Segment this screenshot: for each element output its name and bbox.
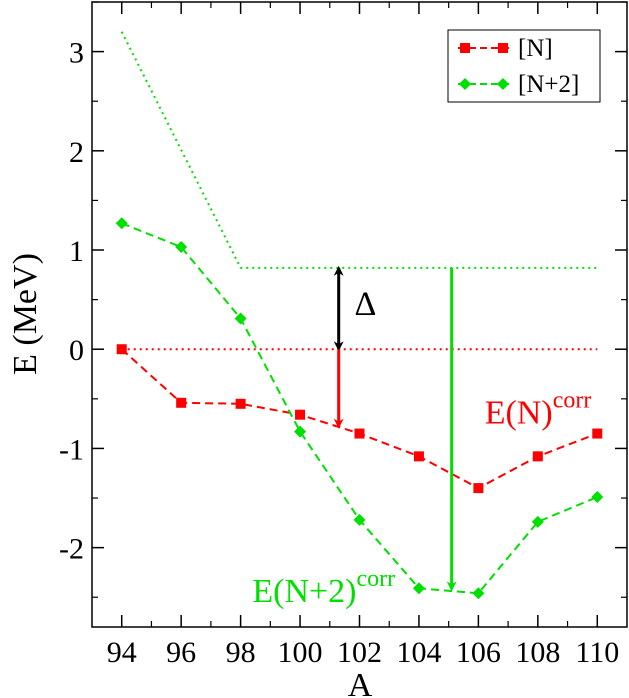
y-tick-label: -2	[59, 533, 84, 566]
x-tick-label: 94	[107, 636, 137, 669]
x-tick-label: 106	[456, 636, 501, 669]
data-series	[115, 217, 604, 600]
legend: [N] [N+2]	[447, 29, 601, 103]
axis-ticks: 94 96 98 100 102 104 106 108 110 -2 -1 0 1 2 3	[59, 1, 627, 669]
x-tick-label: 108	[515, 636, 560, 669]
annotation-2: E(N+2)corr	[252, 566, 395, 610]
y-axis-label: E (MeV)	[7, 253, 44, 375]
x-tick-label: 100	[278, 636, 323, 669]
legend-box	[447, 29, 601, 103]
data-point	[473, 483, 484, 494]
legend-label-N: [N]	[518, 35, 553, 62]
data-point	[531, 515, 544, 528]
reference-line-1	[120, 31, 598, 269]
data-point	[532, 451, 543, 462]
data-point	[175, 241, 188, 254]
annotation-superscript: corr	[553, 388, 592, 414]
data-point	[116, 344, 127, 355]
reference-lines	[120, 31, 598, 351]
data-point	[413, 451, 424, 462]
data-point	[295, 409, 306, 420]
annotation-superscript: corr	[357, 566, 396, 592]
data-point	[176, 397, 187, 408]
annotation-text: Δ	[355, 286, 377, 323]
legend-marker-N-end	[498, 43, 508, 53]
y-tick-label: 3	[69, 37, 84, 70]
data-point	[235, 398, 246, 409]
data-point	[115, 217, 128, 230]
x-tick-label: 102	[337, 636, 382, 669]
y-tick-label: 0	[69, 334, 84, 367]
legend-label-N2: [N+2]	[518, 71, 579, 98]
legend-marker-N	[460, 43, 470, 53]
data-point	[294, 425, 307, 438]
legend-marker-N2-end	[497, 78, 509, 90]
annotation-1: E(N)corr	[485, 388, 592, 432]
data-point	[591, 491, 604, 504]
x-tick-label: 96	[166, 636, 196, 669]
x-tick-label: 104	[396, 636, 441, 669]
legend-marker-N2	[459, 78, 471, 90]
data-point	[412, 582, 425, 595]
data-point	[354, 428, 365, 439]
data-point	[353, 513, 366, 526]
x-axis-label: A	[348, 667, 373, 698]
y-tick-label: 2	[69, 136, 84, 169]
data-point	[472, 587, 485, 600]
data-point	[592, 428, 603, 439]
annotation-text: E(N)	[485, 395, 553, 432]
data-point	[234, 312, 247, 325]
arrows	[333, 265, 457, 592]
y-tick-label: 1	[69, 235, 84, 268]
x-tick-label: 98	[226, 636, 256, 669]
x-tick-label: 110	[575, 636, 619, 669]
annotation-0: Δ	[355, 286, 377, 323]
y-tick-label: -1	[59, 433, 84, 466]
annotation-text: E(N+2)	[252, 573, 356, 610]
